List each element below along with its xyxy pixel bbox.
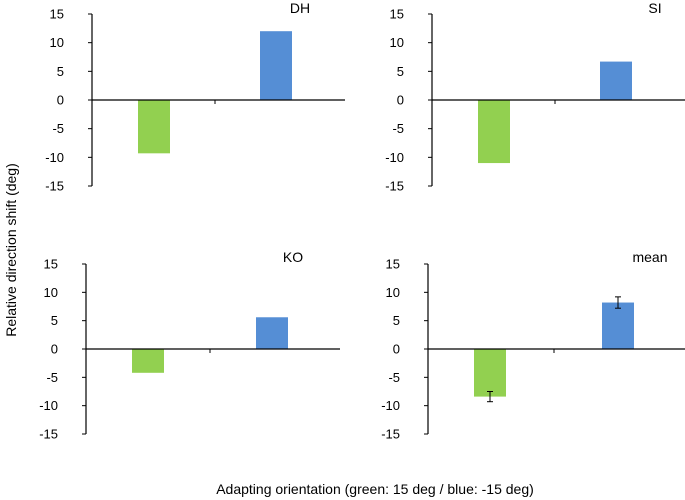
panel-title: KO <box>283 249 303 265</box>
panel-title: mean <box>632 249 667 265</box>
y-tick-label: 10 <box>44 285 58 300</box>
bar-15deg <box>138 100 170 154</box>
y-tick-label: 5 <box>397 64 404 79</box>
chart-panel-SI: 15 10 5 0 -5 -10 -15 SI <box>385 0 685 194</box>
y-tick-label: 0 <box>57 93 64 108</box>
chart-panel-mean: 15 10 5 0 -5 -10 -15 mean <box>381 249 685 442</box>
y-tick-label: -15 <box>39 427 58 442</box>
y-tick-label: -5 <box>46 370 58 385</box>
y-tick-label: 10 <box>386 285 400 300</box>
bar-neg15deg <box>600 61 632 100</box>
bar-15deg <box>132 349 164 373</box>
y-tick-label: -5 <box>388 370 400 385</box>
y-tick-label: 15 <box>386 257 400 272</box>
chart-panel-DH: 15 10 5 0 -5 -10 -15 DH <box>45 0 345 194</box>
bar-15deg <box>474 349 506 397</box>
y-tick-label: 15 <box>50 7 64 22</box>
y-tick-label: 10 <box>50 35 64 50</box>
y-tick-label: -5 <box>52 121 64 136</box>
y-tick-label: -5 <box>392 121 404 136</box>
bar-neg15deg <box>256 317 288 349</box>
y-tick-label: 5 <box>57 64 64 79</box>
y-tick-label: -10 <box>45 150 64 165</box>
y-tick-label: 0 <box>393 342 400 357</box>
y-tick-label: -15 <box>385 179 404 194</box>
panel-title: DH <box>290 0 310 16</box>
y-tick-label: 15 <box>44 257 58 272</box>
y-tick-label: -10 <box>381 398 400 413</box>
x-axis-title: Adapting orientation (green: 15 deg / bl… <box>216 481 534 497</box>
y-tick-label: -10 <box>39 398 58 413</box>
y-tick-label: -15 <box>45 179 64 194</box>
y-tick-label: 5 <box>51 313 58 328</box>
panel-title: SI <box>648 0 661 16</box>
y-tick-label: 0 <box>51 342 58 357</box>
y-axis-title: Relative direction shift (deg) <box>3 163 19 337</box>
bar-15deg <box>478 100 510 164</box>
chart-panels: 15 10 5 0 -5 -10 -15 DH 15 10 5 0 -5 -10 -15 SI 15 10 5 0 -5… <box>39 0 685 442</box>
y-tick-label: 15 <box>390 7 404 22</box>
y-tick-label: 0 <box>397 93 404 108</box>
y-tick-label: 5 <box>393 313 400 328</box>
chart-panel-KO: 15 10 5 0 -5 -10 -15 KO <box>39 249 340 442</box>
y-tick-label: -15 <box>381 427 400 442</box>
bar-neg15deg <box>260 31 292 101</box>
y-tick-label: 10 <box>390 35 404 50</box>
bar-neg15deg <box>602 302 634 349</box>
y-tick-label: -10 <box>385 150 404 165</box>
